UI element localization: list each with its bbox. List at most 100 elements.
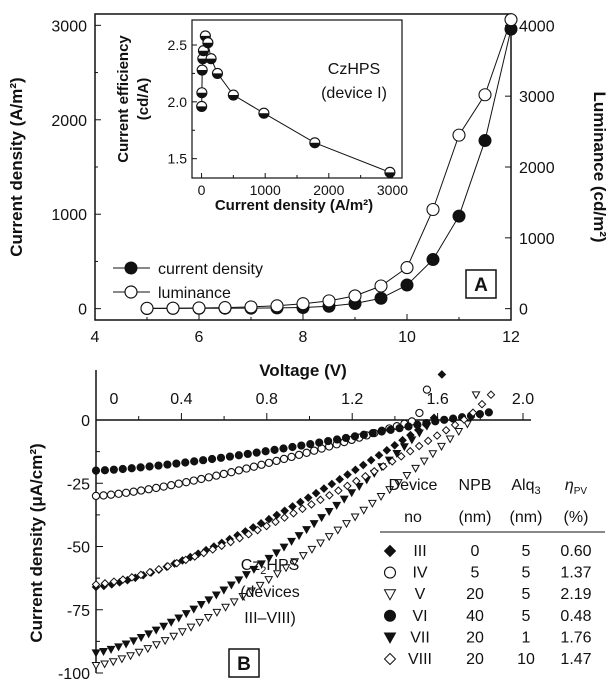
panel-b-data-point: [315, 438, 324, 447]
panel-b-data-point: [229, 598, 239, 607]
table-cell-alq: 5: [522, 565, 531, 582]
panel-b-data-point: [392, 449, 402, 458]
panel-b-data-point: [324, 508, 334, 517]
panel-b-data-point: [359, 506, 369, 515]
panel-b-data-point: [454, 428, 464, 437]
panel-b-data-point: [428, 450, 438, 459]
panel-b-data-point: [272, 456, 281, 466]
table-cell-npb: 20: [466, 629, 484, 646]
panel-b-y-tick-label: -50: [67, 540, 90, 557]
table-row: IV 5 5 1.37: [383, 565, 592, 582]
panel-b-data-point: [190, 552, 200, 561]
panel-b-data-point: [324, 436, 333, 446]
table-cell-device: VI: [412, 608, 427, 625]
panel-b-data-point: [121, 640, 131, 649]
panel-b-data-point: [449, 414, 458, 423]
panel-b-data-point: [127, 464, 136, 473]
panel-a-data-point: [140, 301, 154, 315]
panel-b-data-point: [319, 484, 329, 493]
panel-a-data-point: [426, 253, 440, 267]
panel-b-data-point: [316, 539, 326, 548]
legend-luminance-label: luminance: [158, 285, 231, 302]
panel-a-y-right-tick-label: 3000: [519, 89, 555, 106]
panel-b-data-point: [196, 601, 206, 610]
panel-b-data-point: [204, 473, 213, 482]
panel-b-data-point: [256, 519, 266, 528]
panel-a-y-right-tick-label: 2000: [519, 160, 555, 177]
panel-b-data-point: [462, 420, 472, 429]
panel-a-y-left-tick-label: 0: [78, 302, 87, 319]
panel-b-data-point: [298, 504, 307, 514]
panel-b-data-point: [358, 460, 368, 470]
panel-b-data-point: [334, 486, 343, 495]
panel-b-data-point: [271, 517, 280, 527]
panel-a-y-right-axis-title: Luminance (cd/m²): [590, 91, 609, 242]
panel-b-data-point: [109, 577, 119, 586]
panel-b-data-point: [342, 520, 351, 529]
inset-x-tick-label: 3000: [377, 182, 408, 198]
panel-b-data-point: [333, 526, 343, 535]
table-cell-alq: 10: [517, 651, 535, 668]
panel-b-data-point: [360, 471, 370, 481]
panel-b-data-point: [432, 431, 442, 440]
device-table: Device NPB Alq3 ηPV no (nm) (nm) (%) III…: [380, 477, 605, 668]
panel-b-data-point: [289, 508, 298, 518]
inset-data-point: [196, 87, 208, 99]
panel-b-data-point: [402, 471, 412, 480]
inset-data-point: [202, 37, 214, 49]
inset-y-axis-title-line2: (cd/A): [135, 78, 152, 121]
panel-b-data-point: [309, 520, 319, 529]
table-row-marker: [383, 544, 397, 558]
table-header-eta: ηPV: [565, 477, 588, 497]
panel-b-data-point: [99, 491, 108, 500]
table-cell-alq: 5: [522, 586, 531, 603]
panel-b-data-point: [243, 449, 252, 459]
panel-b-data-point: [414, 441, 424, 451]
panel-b-data-point: [235, 533, 244, 543]
panel-a-x-axis-title: Voltage (V): [259, 361, 347, 380]
inset-x-tick-label: 0: [198, 182, 206, 198]
panel-b-data-point: [302, 526, 312, 535]
panel-b-x-tick-label: 2.0: [512, 391, 534, 408]
panel-b-data-point: [445, 435, 455, 444]
legend-current-density-label: current density: [158, 261, 263, 278]
panel-b-data-point: [404, 422, 413, 431]
table-cell-eta: 0.48: [560, 608, 591, 625]
panel-b-data-point: [290, 558, 300, 567]
panel-b: 0 0.4 0.8 1.2 1.6 2.0 0 -25 -50 -75 -100 Current …: [27, 370, 605, 683]
panel-b-data-point: [279, 543, 289, 552]
panel-b-data-point: [242, 464, 251, 473]
panel-b-y-tick-label: -75: [67, 603, 90, 620]
panel-b-data-point: [244, 529, 253, 539]
panel-a-x-tick-label: 12: [502, 329, 520, 346]
panel-b-data-point: [306, 439, 315, 449]
table-row-marker: [383, 632, 397, 644]
panel-b-data-point: [257, 560, 266, 569]
panel-b-data-point: [129, 637, 139, 646]
panel-b-data-point: [316, 495, 325, 505]
panel-b-subtitle-line2: (devices: [240, 584, 300, 601]
panel-b-data-point: [144, 485, 153, 494]
panel-b-data-point: [181, 458, 190, 467]
panel-b-label-box: B: [228, 648, 260, 678]
panel-b-data-point: [347, 489, 357, 498]
panel-b-data-point: [272, 510, 282, 520]
inset-y-tick-label: 2.0: [168, 94, 188, 110]
panel-b-data-point: [100, 466, 110, 475]
panel-b-data-point: [182, 478, 191, 487]
panel-b-data-point: [127, 573, 137, 582]
panel-b-data-point: [486, 390, 496, 400]
inset-data-point: [227, 89, 239, 101]
panel-b-data-point: [468, 408, 478, 418]
panel-b-data-point: [377, 427, 386, 436]
panel-b-subtitle-line3: III–VIII): [244, 610, 296, 627]
panel-b-data-point: [226, 537, 235, 547]
panel-b-data-point: [407, 436, 417, 445]
panel-b-data-point: [143, 645, 153, 654]
panel-a-x-tick-label: 6: [195, 329, 204, 346]
table-cell-npb: 20: [466, 586, 484, 603]
table-row: V 20 5 2.19: [383, 586, 592, 603]
panel-b-data-point: [332, 501, 342, 510]
panel-b-data-point: [302, 448, 311, 457]
panel-b-data-point: [471, 391, 481, 400]
